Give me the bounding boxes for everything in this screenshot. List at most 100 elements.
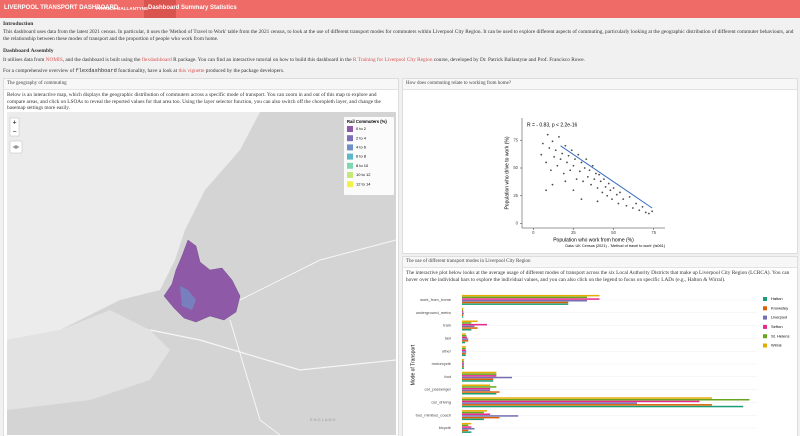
- legend-swatch: [347, 162, 353, 169]
- point: [572, 164, 575, 167]
- legend-label: 10 to 12: [356, 172, 371, 177]
- y-tick-label: 0: [516, 221, 519, 226]
- link[interactable]: NOMIS: [45, 57, 63, 63]
- link[interactable]: flexdashboard: [141, 57, 172, 63]
- bar: [462, 340, 469, 342]
- legend-label: St. Helens: [771, 333, 789, 338]
- road: [229, 319, 281, 435]
- bar: [462, 298, 600, 300]
- wales-area: [7, 310, 170, 410]
- legend-label: Halton: [771, 296, 783, 301]
- bar: [462, 378, 494, 380]
- legend-swatch[interactable]: [763, 324, 767, 329]
- legend-swatch: [347, 181, 353, 188]
- zoom-control: [9, 117, 20, 137]
- bar: [462, 400, 700, 403]
- point: [554, 149, 557, 152]
- point: [596, 200, 599, 203]
- legend-swatch: [347, 144, 353, 151]
- point: [551, 183, 554, 186]
- legend-label: Wirral: [771, 343, 782, 348]
- choropleth[interactable]: [180, 286, 196, 310]
- scatter-panel: How does commuting relate to working fro…: [402, 78, 798, 254]
- point: [540, 153, 543, 156]
- legend-swatch[interactable]: [763, 343, 767, 348]
- nav-bar: LIVERPOOL TRANSPORT DASHBOARD PATRICK BA…: [0, 0, 800, 18]
- bar: [462, 338, 469, 340]
- sea: [7, 112, 260, 340]
- point: [569, 169, 572, 172]
- point: [556, 164, 559, 167]
- legend-swatch[interactable]: [763, 297, 767, 301]
- bar: [462, 375, 497, 377]
- text: produced by the package developers.: [204, 68, 285, 74]
- bar: [462, 415, 519, 417]
- point: [651, 210, 654, 213]
- bar: [462, 322, 472, 324]
- fit-line: [560, 145, 653, 209]
- legend-box: [344, 117, 394, 195]
- point: [582, 180, 584, 183]
- link[interactable]: R Training for Liverpool City Region: [352, 57, 433, 63]
- point: [625, 204, 628, 207]
- bar: [462, 391, 500, 393]
- bar: [462, 384, 491, 386]
- bar: [462, 397, 712, 399]
- point: [553, 155, 556, 158]
- y-tick-label: other: [442, 348, 452, 353]
- paragraph: For a comprehensive overview of flexdash…: [3, 68, 795, 75]
- point: [590, 183, 592, 186]
- legend-label: Sefton: [771, 324, 783, 329]
- zoom-in[interactable]: +: [12, 119, 16, 126]
- tab[interactable]: Dashboard: [148, 5, 180, 11]
- link[interactable]: this vignette: [178, 68, 205, 74]
- point: [585, 158, 588, 161]
- y-axis-title: Mode of Transport: [410, 344, 416, 385]
- bar: [462, 329, 472, 331]
- tab[interactable]: Summary Statistics: [181, 5, 237, 11]
- code-text: flexdashboard: [75, 68, 117, 74]
- y-tick-label: car_driving: [431, 399, 451, 404]
- panel-title: The use of different transport modes in …: [403, 257, 797, 268]
- legend-swatch[interactable]: [763, 306, 767, 311]
- point: [622, 198, 625, 201]
- bar: [462, 316, 464, 318]
- bar: [462, 431, 472, 433]
- point: [604, 185, 607, 188]
- author: PATRICK BALLANTYNE: [96, 6, 149, 11]
- y-tick-label: motorcycle: [432, 361, 452, 366]
- bar: [462, 410, 487, 412]
- point: [564, 180, 567, 183]
- point: [617, 202, 620, 205]
- text: R package. You can find an interactive t…: [171, 57, 353, 63]
- legend-swatch[interactable]: [763, 334, 767, 339]
- map[interactable]: + − Rail Commuters (%) ENGLAND 0 to 2 2 t…: [7, 112, 396, 435]
- legend-swatch[interactable]: [763, 315, 767, 320]
- bar: [462, 307, 464, 310]
- paragraph: This dashboard uses data from the latest…: [3, 29, 794, 42]
- bar: [462, 320, 478, 322]
- bar: [462, 327, 478, 329]
- bar: [462, 386, 497, 388]
- bar: [462, 428, 475, 430]
- x-tick-label: 75: [651, 230, 656, 235]
- point: [591, 164, 594, 167]
- bar: [462, 349, 466, 351]
- bar: [462, 411, 484, 414]
- text: For a comprehensive overview of: [3, 68, 76, 74]
- point: [648, 212, 650, 215]
- bar: [462, 336, 467, 339]
- y-tick-label: 75: [513, 137, 518, 142]
- zoom-out[interactable]: −: [12, 128, 16, 135]
- y-tick-label: car_passenger: [425, 387, 452, 392]
- point: [595, 172, 597, 175]
- point: [572, 189, 575, 192]
- point: [598, 173, 601, 176]
- bar: [462, 354, 466, 357]
- point: [545, 189, 548, 192]
- bar: [462, 429, 469, 432]
- point: [593, 178, 596, 181]
- text: , and the dashboard is built using the: [62, 57, 142, 63]
- legend-label: 2 to 4: [356, 135, 367, 140]
